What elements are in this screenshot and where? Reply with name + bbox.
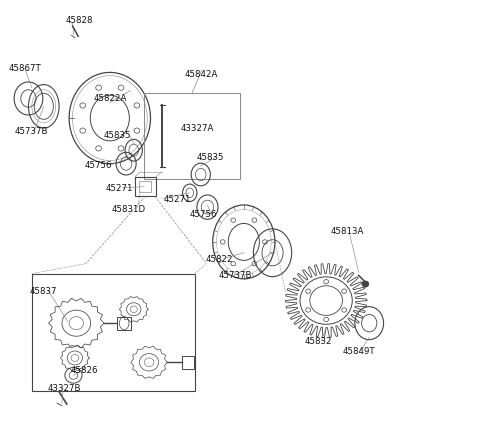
Bar [144, 93, 240, 179]
Text: 45835: 45835 [104, 131, 131, 140]
Text: 45826: 45826 [70, 366, 97, 375]
Text: 45271: 45271 [106, 184, 133, 193]
Text: 45842A: 45842A [185, 70, 218, 79]
Bar [135, 177, 156, 196]
Text: 45813A: 45813A [331, 227, 364, 235]
Text: 45828: 45828 [65, 16, 93, 25]
Text: 45849T: 45849T [343, 347, 375, 356]
Text: 43327A: 43327A [180, 124, 214, 133]
Text: 45737B: 45737B [15, 126, 48, 136]
Bar [32, 274, 194, 391]
Bar [140, 181, 151, 192]
Bar [117, 317, 132, 330]
Text: 45737B: 45737B [218, 271, 252, 280]
Bar [181, 356, 193, 369]
Circle shape [362, 281, 369, 287]
Text: 45756: 45756 [84, 161, 112, 170]
Text: 45867T: 45867T [9, 64, 42, 72]
Text: 45271: 45271 [163, 195, 191, 204]
Text: 45822: 45822 [205, 255, 233, 264]
Text: 45835: 45835 [197, 153, 225, 162]
Text: 43327B: 43327B [48, 384, 81, 393]
Text: 45756: 45756 [190, 210, 217, 219]
Text: 45832: 45832 [305, 337, 332, 346]
Text: 45831D: 45831D [112, 205, 146, 214]
Text: 45822A: 45822A [94, 94, 127, 103]
Text: 45837: 45837 [29, 287, 57, 296]
